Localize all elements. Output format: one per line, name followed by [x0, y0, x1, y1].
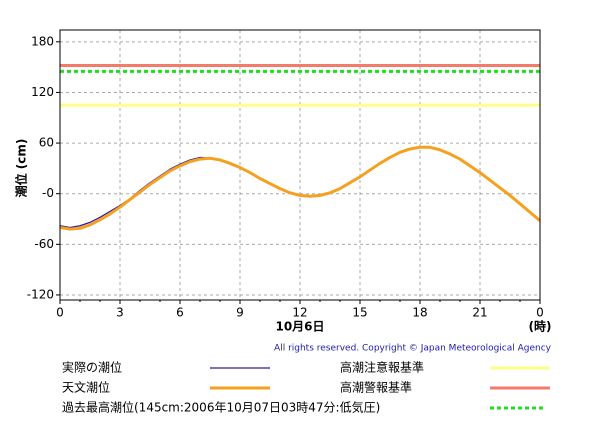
- series-line: [59, 145, 541, 231]
- x-tick-label: 9: [236, 306, 244, 320]
- legend-label: 実際の潮位: [62, 360, 122, 375]
- x-tick-label: 15: [352, 306, 367, 320]
- x-tick-label: 0: [536, 306, 544, 320]
- x-tick-label: 12: [292, 306, 307, 320]
- x-tick-label: 0: [56, 306, 64, 320]
- copyright: All rights reserved. Copyright © Japan M…: [274, 344, 552, 354]
- y-tick-label: 60: [39, 136, 54, 150]
- y-tick-label: -60: [34, 237, 54, 251]
- x-tick-label: 18: [412, 306, 427, 320]
- legend-label: 天文潮位: [62, 380, 110, 395]
- y-axis-label: 潮位 (cm): [14, 139, 29, 198]
- plot-frame: [59, 29, 541, 301]
- legend-label: 高潮警報基準: [340, 380, 412, 395]
- y-tick-label: -0: [42, 186, 54, 200]
- legend-label: 過去最高潮位(145cm:2006年10月07日03時47分:低気圧): [62, 400, 380, 415]
- legend-label: 高潮注意報基準: [340, 360, 424, 375]
- y-tick-label: -120: [27, 287, 54, 301]
- x-tick-label: 6: [176, 306, 184, 320]
- x-tick-label: 3: [116, 306, 124, 320]
- y-tick-label: 180: [31, 34, 54, 48]
- x-axis-unit: (時): [529, 319, 552, 334]
- x-axis-label: 10月6日: [275, 320, 324, 334]
- x-tick-label: 21: [472, 306, 487, 320]
- y-tick-label: 120: [31, 85, 54, 99]
